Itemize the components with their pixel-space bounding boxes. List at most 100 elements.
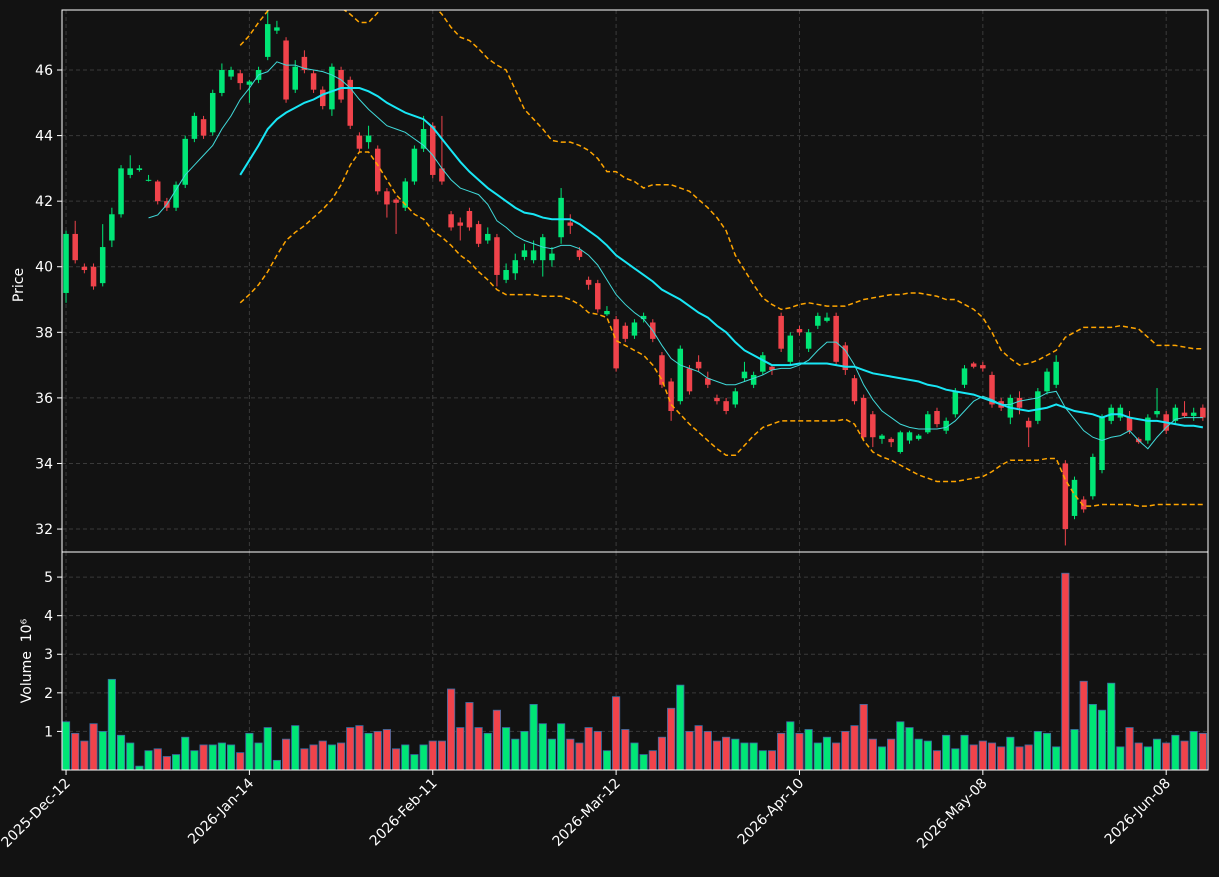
volume-bar <box>767 750 777 770</box>
volume-bar <box>621 729 630 770</box>
candle-body <box>384 191 390 205</box>
candle-body <box>1154 411 1160 415</box>
volume-bar <box>392 748 401 770</box>
volume-bar <box>502 727 511 770</box>
volume-bar <box>758 750 767 770</box>
candle-body <box>741 371 748 379</box>
volume-bar <box>1162 742 1171 770</box>
volume-bar <box>1061 572 1070 770</box>
volume-bar <box>593 731 602 770</box>
volume-bar <box>795 732 804 770</box>
y-tick-label: 36 <box>35 391 53 407</box>
candle-body <box>127 168 133 175</box>
volume-bar <box>382 729 391 770</box>
candle-body <box>219 70 225 93</box>
volume-bar <box>309 744 318 770</box>
volume-bar <box>62 721 71 770</box>
volume-bar <box>419 744 428 770</box>
candle-body <box>980 365 986 369</box>
volume-bar <box>401 744 410 770</box>
volume-bar <box>217 742 226 770</box>
y-tick-label: 1 <box>44 724 53 740</box>
volume-bar <box>557 723 566 770</box>
candle-body <box>338 70 344 100</box>
volume-bar <box>181 736 190 770</box>
volume-bar <box>465 702 474 770</box>
volume-bar <box>978 740 987 770</box>
volume-bar <box>263 727 272 770</box>
candle-body <box>760 355 766 372</box>
candle-body <box>494 237 500 275</box>
candle-body <box>851 378 858 402</box>
candle-body <box>695 361 702 369</box>
candle-body <box>173 184 179 208</box>
volume-bar <box>1042 732 1052 770</box>
volume-bar <box>703 731 712 770</box>
candle-body <box>448 214 454 228</box>
candle-body <box>1053 361 1059 385</box>
candle-body <box>943 420 949 431</box>
y-tick-label: 44 <box>35 129 53 145</box>
candle-body <box>310 73 317 90</box>
candle-body <box>237 73 243 84</box>
volume-bar <box>914 738 923 770</box>
candle-body <box>906 432 913 441</box>
volume-bar <box>1015 746 1024 770</box>
candle-body <box>622 325 629 339</box>
y-tick-label: 46 <box>35 63 53 79</box>
price-panel <box>63 10 1206 546</box>
volume-bar <box>997 746 1006 770</box>
volume-bar <box>437 740 446 770</box>
candle-body <box>567 222 574 226</box>
volume-bar <box>1171 734 1180 770</box>
candle-body <box>915 435 922 439</box>
volume-bar <box>1180 740 1189 770</box>
volume-bar <box>657 736 667 770</box>
candle-body <box>182 138 188 185</box>
volume-bar <box>71 732 80 770</box>
candle-body <box>209 92 216 133</box>
volume-bar <box>777 732 786 770</box>
volume-bar <box>639 754 648 770</box>
candle-body <box>99 247 106 284</box>
candle-body <box>1044 371 1050 392</box>
candle-body <box>714 397 720 402</box>
candle-body <box>530 250 537 261</box>
volume-axis-label: Volume 10⁶ <box>19 618 35 703</box>
volume-bar <box>1152 738 1162 770</box>
volume-bar <box>162 756 171 770</box>
candle-body <box>1172 407 1179 421</box>
candle-body <box>723 401 729 412</box>
candle-body <box>466 210 473 228</box>
volume-bar <box>337 742 346 770</box>
volume-bar <box>107 678 116 770</box>
volume-bar <box>236 752 245 770</box>
volume-bar <box>547 738 557 770</box>
volume-bar <box>1134 742 1143 770</box>
volume-bar <box>722 736 731 770</box>
volume-frame <box>61 551 1209 771</box>
volume-bar <box>410 754 419 770</box>
candle-body <box>604 311 610 315</box>
y-tick-label: 4 <box>44 609 53 625</box>
volume-bar <box>951 748 960 770</box>
candle-body <box>301 56 308 71</box>
volume-bar <box>520 731 529 770</box>
candle-body <box>879 435 885 439</box>
candle-body <box>503 270 509 280</box>
candle-body <box>631 322 638 336</box>
volume-bar <box>171 754 181 770</box>
volume-bar <box>648 750 657 770</box>
candle-body <box>686 368 693 392</box>
y-tick-label: 38 <box>35 325 53 341</box>
price-axis-label: Price <box>11 268 27 302</box>
volume-bar <box>630 742 639 770</box>
volume-bar <box>749 742 758 770</box>
volume-bar <box>538 723 547 770</box>
volume-bar <box>566 738 575 770</box>
candle-body <box>659 355 665 385</box>
candle-body <box>540 237 546 261</box>
candle-body <box>1090 456 1096 497</box>
volume-bar <box>272 759 281 770</box>
candle-body <box>549 253 555 261</box>
